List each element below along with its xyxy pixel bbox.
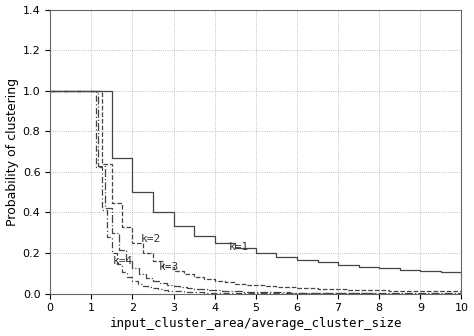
X-axis label: input_cluster_area/average_cluster_size: input_cluster_area/average_cluster_size [109, 318, 402, 330]
Text: k=3: k=3 [159, 262, 180, 272]
Text: k=2: k=2 [141, 234, 161, 244]
Text: k=4: k=4 [113, 256, 133, 266]
Y-axis label: Probability of clustering: Probability of clustering [6, 78, 18, 225]
Text: k=1: k=1 [229, 242, 249, 252]
